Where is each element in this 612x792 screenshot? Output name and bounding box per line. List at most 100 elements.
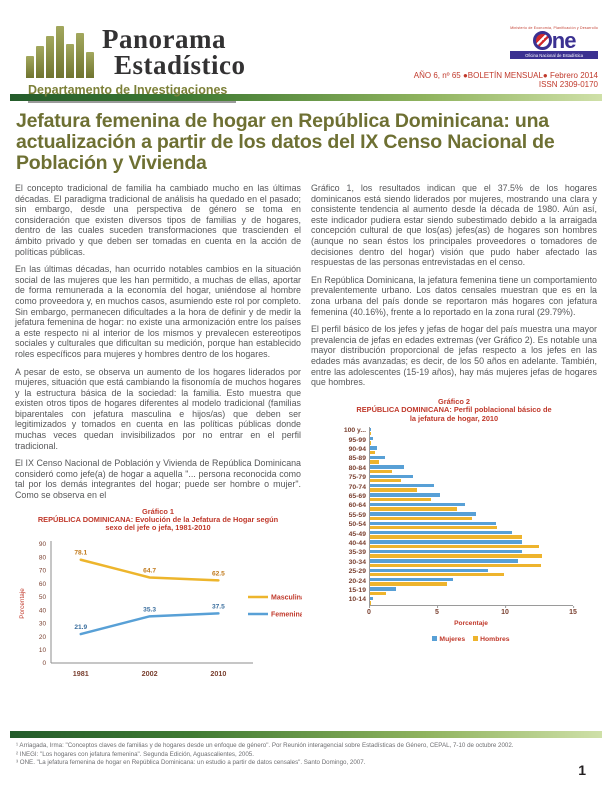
page-header: Panorama Estadístico Departamento de Inv… (0, 0, 612, 103)
y-axis-label: Porcentaje (19, 588, 26, 619)
age-group-label: 85-89 (348, 455, 366, 463)
bar-hombres (370, 572, 504, 577)
bar-group (369, 558, 573, 568)
age-group-row: 35-39 (335, 548, 573, 559)
logo-bar (76, 33, 84, 78)
age-group-label: 100 y... (343, 427, 366, 435)
bar-group (369, 586, 573, 596)
series-line-masculina (79, 558, 220, 582)
x-axis: 0 5 10 15 (367, 605, 577, 619)
age-group-row: 65-69 (335, 492, 573, 503)
bar-hombres (370, 460, 380, 464)
age-group-label: 70-74 (348, 483, 366, 491)
right-column: Gráfico 1, los resultados indican que el… (311, 183, 597, 683)
age-group-label: 75-79 (348, 474, 366, 482)
age-group-row: 75-79 (335, 473, 573, 484)
y-tick: 90 (39, 541, 47, 548)
bar-group (369, 502, 573, 512)
brand-title-line2: Estadístico (114, 50, 246, 80)
chart1-block: Gráfico 1 REPÚBLICA DOMINICANA: Evolució… (15, 507, 302, 683)
chart2-rows: 100 y... 95-99 90-94 85-89 80-84 75-79 70-74 65… (335, 426, 573, 606)
bar-mujeres (370, 465, 404, 469)
bar-hombres (370, 441, 372, 445)
one-ministry-text: Ministerio de Economía, Planificación y … (510, 26, 598, 30)
bar-hombres (370, 507, 457, 511)
legend-swatch (473, 636, 479, 642)
data-label: 37.5 (212, 603, 225, 610)
age-group-label: 20-24 (348, 577, 366, 585)
bar-hombres (370, 479, 402, 483)
body-paragraph: Gráfico 1, los resultados indican que el… (311, 183, 597, 268)
bar-group (369, 577, 573, 587)
age-group-row: 80-84 (335, 464, 573, 474)
logo-bar (66, 44, 74, 78)
population-bar-chart: 100 y... 95-99 90-94 85-89 80-84 75-79 70-74 65… (335, 426, 577, 646)
legend-label: Femenina (271, 611, 302, 618)
one-logo-text: ne (551, 28, 577, 53)
line-chart-canvas: 0 10 20 30 40 50 60 70 80 90 1981 2002 2010 Porcentaj… (19, 540, 302, 678)
y-tick: 70 (39, 567, 47, 574)
age-group-row: 70-74 (335, 483, 573, 493)
left-column: El concepto tradicional de familia ha ca… (15, 183, 302, 683)
bar-hombres (370, 535, 522, 539)
body-paragraph: En República Dominicana, la jefatura fem… (311, 274, 597, 317)
y-tick: 50 (39, 594, 47, 601)
page-title: Jefatura femenina de hogar en República … (16, 110, 555, 174)
bar-group (369, 595, 573, 606)
data-label: 64.7 (143, 567, 156, 574)
bar-mujeres (370, 540, 522, 544)
bar-hombres (370, 516, 472, 520)
age-group-label: 45-49 (348, 530, 366, 538)
age-group-row: 45-49 (335, 530, 573, 540)
chart2-xaxis-label: Porcentaje (454, 620, 488, 628)
bar-mujeres (370, 587, 396, 591)
brand-title-line1: Panorama (102, 24, 226, 54)
footnotes: ¹ Arriagada, Irma: "Conceptos claves de … (16, 742, 596, 768)
bar-mujeres (370, 531, 513, 535)
x-tick: 1981 (73, 669, 89, 678)
bar-hombres (370, 601, 372, 605)
data-label: 21.9 (74, 624, 87, 631)
logo-bar (46, 36, 54, 78)
x-tick: 2002 (142, 669, 158, 678)
bar-mujeres (370, 596, 373, 601)
footnote: ² INEGI: "Los hogares con jefatura femen… (16, 750, 254, 758)
bar-hombres (370, 488, 418, 492)
y-tick: 20 (39, 634, 47, 641)
bar-hombres (370, 526, 498, 530)
bar-mujeres (370, 559, 518, 563)
bar-mujeres (370, 427, 372, 432)
issue-line: AÑO 6, nº 65 ●BOLETÍN MENSUAL● Febrero 2… (413, 70, 598, 80)
y-tick: 80 (39, 554, 47, 561)
bar-mujeres (370, 446, 377, 450)
age-group-label: 40-44 (348, 540, 366, 547)
age-group-row: 100 y... (335, 426, 573, 437)
bar-hombres (370, 563, 541, 567)
age-group-label: 50-54 (348, 521, 366, 529)
bar-chart-logo-icon (26, 26, 94, 78)
bar-mujeres (370, 512, 476, 516)
bar-group (369, 548, 573, 559)
x-tick: 2010 (210, 669, 226, 678)
bar-mujeres (370, 484, 434, 488)
one-circle-icon (532, 31, 552, 50)
issn-line: ISSN 2309-0170 (538, 79, 598, 89)
legend-label: Masculina (271, 594, 302, 601)
body-paragraph: El concepto tradicional de familia ha ca… (15, 183, 301, 257)
brand-title: Panorama Estadístico (102, 24, 246, 80)
legend-item: Mujeres (432, 636, 465, 643)
age-group-label: 35-39 (348, 549, 366, 557)
age-group-row: 30-34 (335, 558, 573, 568)
bar-group (369, 436, 573, 446)
bar-group (369, 511, 573, 521)
age-group-label: 10-14 (348, 596, 366, 604)
bar-group (369, 455, 573, 465)
bar-hombres (370, 591, 387, 596)
x-tick: 5 (435, 606, 439, 619)
bar-group (369, 464, 573, 474)
data-label: 35.3 (143, 606, 156, 613)
bar-group (369, 445, 573, 456)
one-logo: Ministerio de Economía, Planificación y … (510, 26, 598, 59)
bar-mujeres (370, 568, 488, 572)
y-tick: 60 (39, 581, 47, 588)
